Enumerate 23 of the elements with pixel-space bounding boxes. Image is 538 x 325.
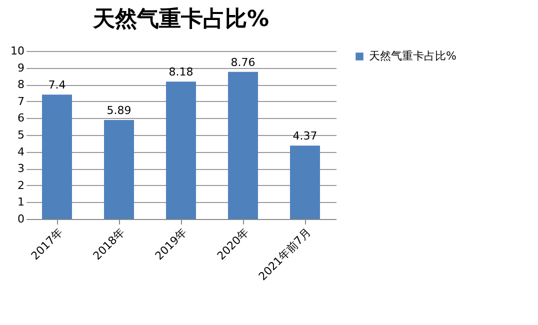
y-tick-label: 2	[18, 178, 24, 192]
data-label: 4.37	[292, 130, 318, 143]
data-label: 7.4	[48, 78, 66, 92]
y-tick-label: 5	[18, 128, 24, 142]
bar	[104, 120, 134, 219]
data-label: 8.76	[230, 56, 256, 69]
bar	[290, 146, 320, 219]
y-tick-label: 1	[18, 196, 24, 209]
y-tick-label: 6	[18, 112, 24, 125]
data-label: 5.89	[106, 104, 132, 118]
y-tick-label: 10	[10, 44, 24, 58]
data-label: 8.18	[168, 66, 194, 79]
y-tick-label: 3	[18, 162, 24, 176]
chart-title: 天然气重卡占比%	[92, 7, 270, 32]
y-tick-label: 7	[18, 94, 24, 108]
legend-label: 天然气重卡占比%	[369, 50, 456, 62]
y-tick-label: 0	[18, 212, 24, 226]
y-tick-label: 9	[18, 61, 24, 74]
bar	[42, 94, 72, 219]
y-tick-label: 8	[18, 78, 24, 92]
bar	[228, 72, 258, 219]
bar	[166, 82, 196, 219]
y-tick-label: 4	[18, 145, 24, 158]
